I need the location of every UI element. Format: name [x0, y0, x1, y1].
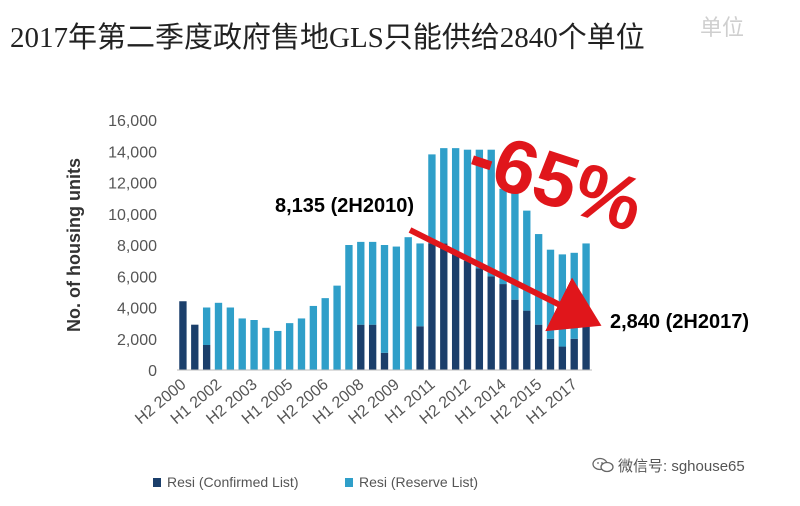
y-tick-label: 0 — [148, 363, 157, 380]
bar-reserve — [274, 330, 282, 370]
bar-confirmed — [357, 324, 365, 370]
y-tick-label: 16,000 — [108, 113, 157, 130]
bar-reserve — [357, 241, 365, 325]
page-title: 2017年第二季度政府售地GLS只能供给2840个单位 — [10, 22, 645, 54]
wechat-icon — [592, 457, 614, 473]
bar-confirmed — [191, 324, 199, 370]
bar-reserve — [297, 318, 306, 370]
y-axis: 0 2,000 4,000 6,000 8,000 10,000 12,000 14,000 1… — [108, 113, 157, 380]
y-tick-label: 10,000 — [108, 207, 157, 224]
bar-reserve — [285, 323, 294, 371]
callout-peak: 8,135 (2H2010) — [275, 195, 414, 217]
bar-reserve — [463, 149, 472, 261]
bar-confirmed — [368, 324, 377, 370]
bar-confirmed — [463, 260, 472, 371]
bar-confirmed — [416, 326, 424, 370]
bar-reserve — [440, 148, 448, 244]
bar-confirmed — [380, 352, 389, 370]
bar-reserve — [416, 243, 424, 327]
trend-arrow — [408, 227, 602, 332]
bar-reserve — [226, 307, 235, 370]
bar-reserve — [202, 307, 211, 345]
bar-reserve — [321, 298, 329, 371]
bar-reserve — [238, 318, 246, 370]
bar-reserve — [309, 305, 318, 370]
bar-confirmed — [440, 243, 448, 370]
bar-reserve — [451, 148, 460, 253]
legend: Resi (Confirmed List) Resi (Reserve List… — [153, 474, 478, 490]
bar-confirmed — [523, 310, 531, 371]
y-tick-label: 6,000 — [117, 269, 157, 286]
legend-label-reserve: Resi (Reserve List) — [359, 474, 478, 490]
bar-confirmed — [570, 338, 578, 370]
watermark: 微信号: sghouse65 — [592, 455, 745, 476]
bar-reserve — [558, 254, 567, 347]
bar-confirmed — [475, 268, 484, 370]
legend-swatch-confirmed — [153, 478, 161, 487]
bar-reserve — [250, 320, 258, 370]
y-axis-label: No. of housing units — [64, 158, 84, 332]
bar-reserve — [534, 234, 543, 325]
y-tick-label: 4,000 — [117, 301, 157, 318]
bar-reserve — [368, 241, 377, 325]
bar-confirmed — [534, 324, 543, 370]
bar-confirmed — [582, 326, 590, 370]
bar-reserve — [333, 285, 341, 371]
legend-label-confirmed: Resi (Confirmed List) — [167, 474, 298, 490]
bar-reserve — [570, 252, 578, 339]
bar-reserve — [404, 237, 412, 370]
bar-reserve — [487, 149, 495, 277]
y-tick-label: 14,000 — [108, 144, 157, 161]
bar-reserve — [262, 327, 270, 370]
bar-reserve — [214, 302, 223, 370]
y-tick-label: 12,000 — [108, 176, 157, 193]
bar-reserve — [546, 249, 555, 339]
bar-reserve — [475, 149, 484, 269]
bar-confirmed — [428, 243, 436, 370]
bar-reserve — [428, 154, 436, 244]
bar-confirmed — [451, 252, 460, 370]
bar-reserve — [345, 245, 353, 370]
bar-reserve — [392, 246, 401, 370]
bar-confirmed — [511, 299, 519, 370]
bar-confirmed — [546, 338, 555, 370]
y-tick-label: 2,000 — [117, 332, 157, 349]
bar-confirmed — [179, 301, 187, 370]
bar-reserve — [380, 245, 389, 353]
legend-swatch-reserve — [345, 478, 353, 487]
bar-confirmed — [202, 345, 211, 370]
bar-confirmed — [499, 284, 507, 370]
bar-reserve — [523, 210, 531, 311]
callout-latest: 2,840 (2H2017) — [610, 311, 749, 333]
bar-confirmed — [558, 346, 567, 370]
bar-confirmed — [487, 276, 495, 370]
bar-reserve — [499, 188, 507, 285]
bar-reserve — [582, 243, 590, 327]
y-tick-label: 8,000 — [117, 238, 157, 255]
corner-mark: 单位 — [700, 15, 745, 40]
watermark-text: 微信号: sghouse65 — [618, 458, 745, 475]
bar-reserve — [511, 188, 519, 300]
